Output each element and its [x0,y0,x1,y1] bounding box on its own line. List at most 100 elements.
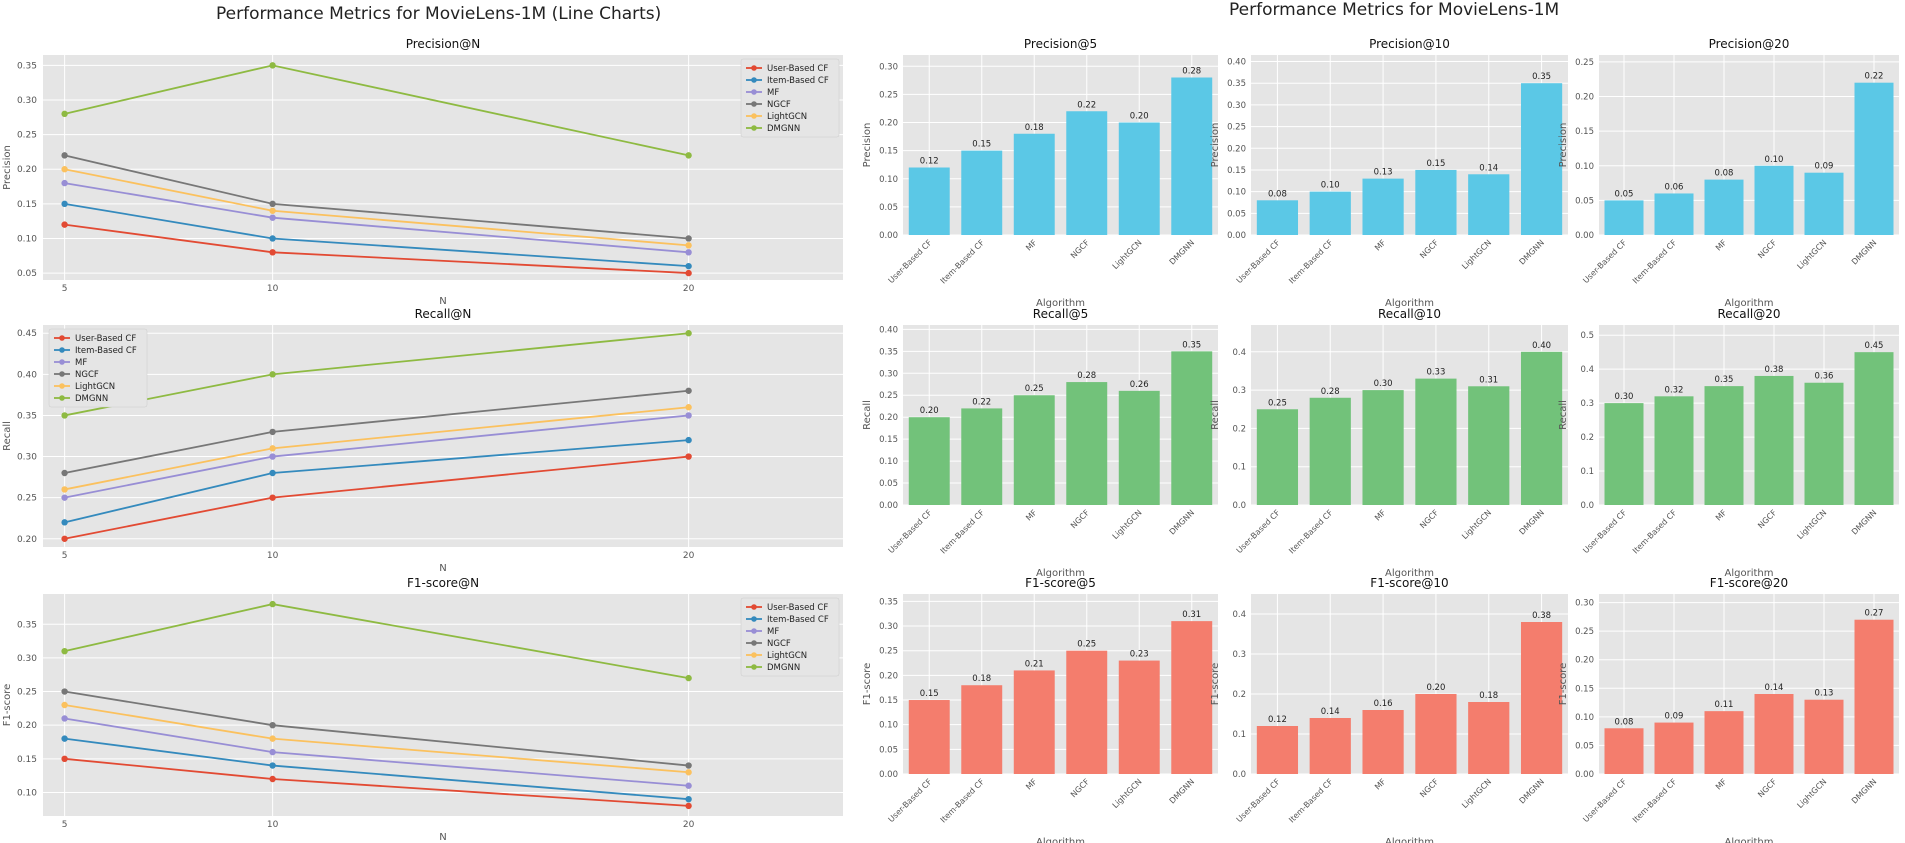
bar-chart-f1-score-20: 0.00 0.05 0.10 0.15 0.20 0.25 0.30 F1-score@20 F… [1558,576,1899,843]
y-tick-label: 0.10 [879,457,898,467]
bar-item-based-cf [1309,191,1351,235]
chart-title: Recall@5 [1033,307,1088,321]
bar-value-label: 0.20 [920,406,939,416]
y-tick-label: 0.10 [879,721,898,731]
x-tick-label: 20 [683,284,695,294]
bar-value-label: 0.09 [1815,162,1834,172]
x-tick-label: MF [1714,777,1729,792]
bar-lightgcn [1118,660,1160,774]
bar-value-label: 0.30 [1374,379,1393,389]
bar-ngcf [1066,382,1108,505]
bar-value-label: 0.16 [1374,699,1393,709]
x-tick-label: DMGNN [1168,508,1196,536]
x-tick-label: User-Based CF [1235,777,1282,824]
bar-user-based-cf [1604,403,1644,505]
legend-label-dmgnn: DMGNN [75,394,108,404]
bar-mf [1013,133,1055,235]
bar-value-label: 0.13 [1815,689,1834,699]
legend-marker-ngcf [59,371,65,377]
legend-label-item-based-cf: Item-Based CF [767,615,829,625]
bar-ngcf [1754,165,1794,235]
plot-area [1599,55,1899,235]
data-point-ngcf [685,387,692,394]
legend-marker-ngcf [751,640,757,646]
plot-area [1251,55,1568,235]
x-tick-label: MF [1714,238,1729,253]
bar-value-label: 0.33 [1426,368,1445,378]
bar-value-label: 0.14 [1321,707,1340,717]
data-point-dmgnn [685,330,692,337]
bar-mf [1362,178,1404,235]
x-axis-label: Algorithm [1385,568,1434,579]
bar-value-label: 0.25 [1025,384,1044,394]
y-tick-label: 0.3 [1232,650,1246,660]
legend-label-user-based-cf: User-Based CF [767,64,828,74]
data-point-lightgcn [269,445,276,452]
bar-user-based-cf [908,417,950,505]
chart-title: Recall@20 [1717,307,1780,321]
x-tick-label: User-Based CF [887,508,934,555]
legend-marker-item-based-cf [59,347,65,353]
x-tick-label: DMGNN [1518,508,1546,536]
data-point-mf [61,179,68,187]
y-tick-label: 0.4 [1232,610,1246,620]
y-tick-label: 0.25 [17,494,37,504]
x-tick-label: NGCF [1418,777,1440,799]
bar-lightgcn [1468,386,1510,505]
y-tick-label: 0.20 [1227,144,1246,154]
x-tick-label: LightGCN [1111,508,1144,541]
x-tick-label: User-Based CF [1235,508,1282,555]
y-tick-label: 0.0 [1232,770,1246,780]
bar-item-based-cf [1654,396,1694,505]
y-tick-label: 0.35 [1227,79,1246,89]
data-point-user-based-cf [269,775,276,783]
x-axis-label: Algorithm [1725,298,1774,309]
data-point-item-based-cf [685,436,692,444]
right-figure-title: Performance Metrics for MovieLens-1M [1229,0,1560,20]
bar-value-label: 0.15 [920,689,939,699]
x-tick-label: 20 [683,551,695,561]
x-tick-label: MF [1373,238,1388,253]
x-tick-label: MF [1373,777,1388,792]
line-chart-recall-n: 0.20 0.25 0.30 0.35 0.40 0.45 5 10 20 Recall@N N Re… [2,307,843,574]
bar-item-based-cf [1654,193,1694,235]
bar-lightgcn [1468,702,1510,774]
x-tick-label: User-Based CF [887,238,934,285]
chart-title: Precision@5 [1024,37,1097,51]
data-point-item-based-cf [269,235,276,242]
x-axis-label: Algorithm [1725,837,1774,843]
chart-title: Recall@N [415,307,472,321]
bar-value-label: 0.18 [1025,123,1044,133]
x-tick-label: DMGNN [1168,777,1196,805]
data-point-ngcf [269,721,276,729]
x-tick-label: LightGCN [1111,238,1144,271]
line-chart-precision-n: 0.05 0.10 0.15 0.20 0.25 0.30 0.35 5 10 20 Precisi… [2,37,843,307]
bar-user-based-cf [1604,728,1644,774]
data-point-ngcf [61,152,68,159]
plot-area [1599,594,1899,774]
x-tick-label: User-Based CF [1581,238,1628,285]
data-point-mf [269,748,276,756]
legend-label-mf: MF [75,358,87,368]
y-axis-label: Precision [862,123,873,168]
data-point-item-based-cf [685,795,692,803]
x-tick-label: LightGCN [1795,238,1828,271]
data-point-item-based-cf [685,262,692,270]
bar-value-label: 0.10 [1765,155,1784,165]
bar-value-label: 0.23 [1130,650,1149,660]
bar-dmgnn [1520,83,1563,235]
data-point-dmgnn [61,110,68,118]
data-point-lightgcn [269,735,276,742]
x-tick-label: 5 [62,284,68,294]
chart-title: Precision@10 [1369,37,1450,51]
x-axis-label: Algorithm [1036,837,1085,843]
y-tick-label: 0.15 [17,200,37,210]
x-axis-label: Algorithm [1725,568,1774,579]
legend-label-dmgnn: DMGNN [767,663,800,673]
data-point-user-based-cf [269,249,276,256]
y-tick-label: 0.00 [1227,231,1246,241]
x-tick-label: NGCF [1069,777,1091,799]
bar-value-label: 0.06 [1665,182,1684,192]
bar-lightgcn [1118,122,1160,235]
